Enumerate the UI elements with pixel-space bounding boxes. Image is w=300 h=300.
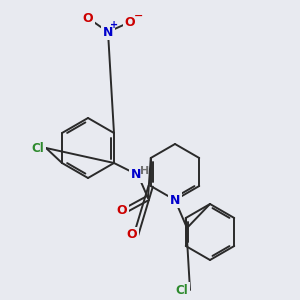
Text: H: H [140,166,150,176]
Text: +: + [110,20,118,30]
Text: Cl: Cl [32,142,44,154]
Text: −: − [134,11,144,21]
Text: Cl: Cl [176,284,188,296]
Text: N: N [170,194,180,206]
Text: O: O [127,229,137,242]
Text: N: N [103,26,113,38]
Text: O: O [125,16,135,28]
Text: N: N [131,169,141,182]
Text: Cl: Cl [32,142,44,154]
Text: O: O [83,11,93,25]
Text: O: O [117,203,127,217]
